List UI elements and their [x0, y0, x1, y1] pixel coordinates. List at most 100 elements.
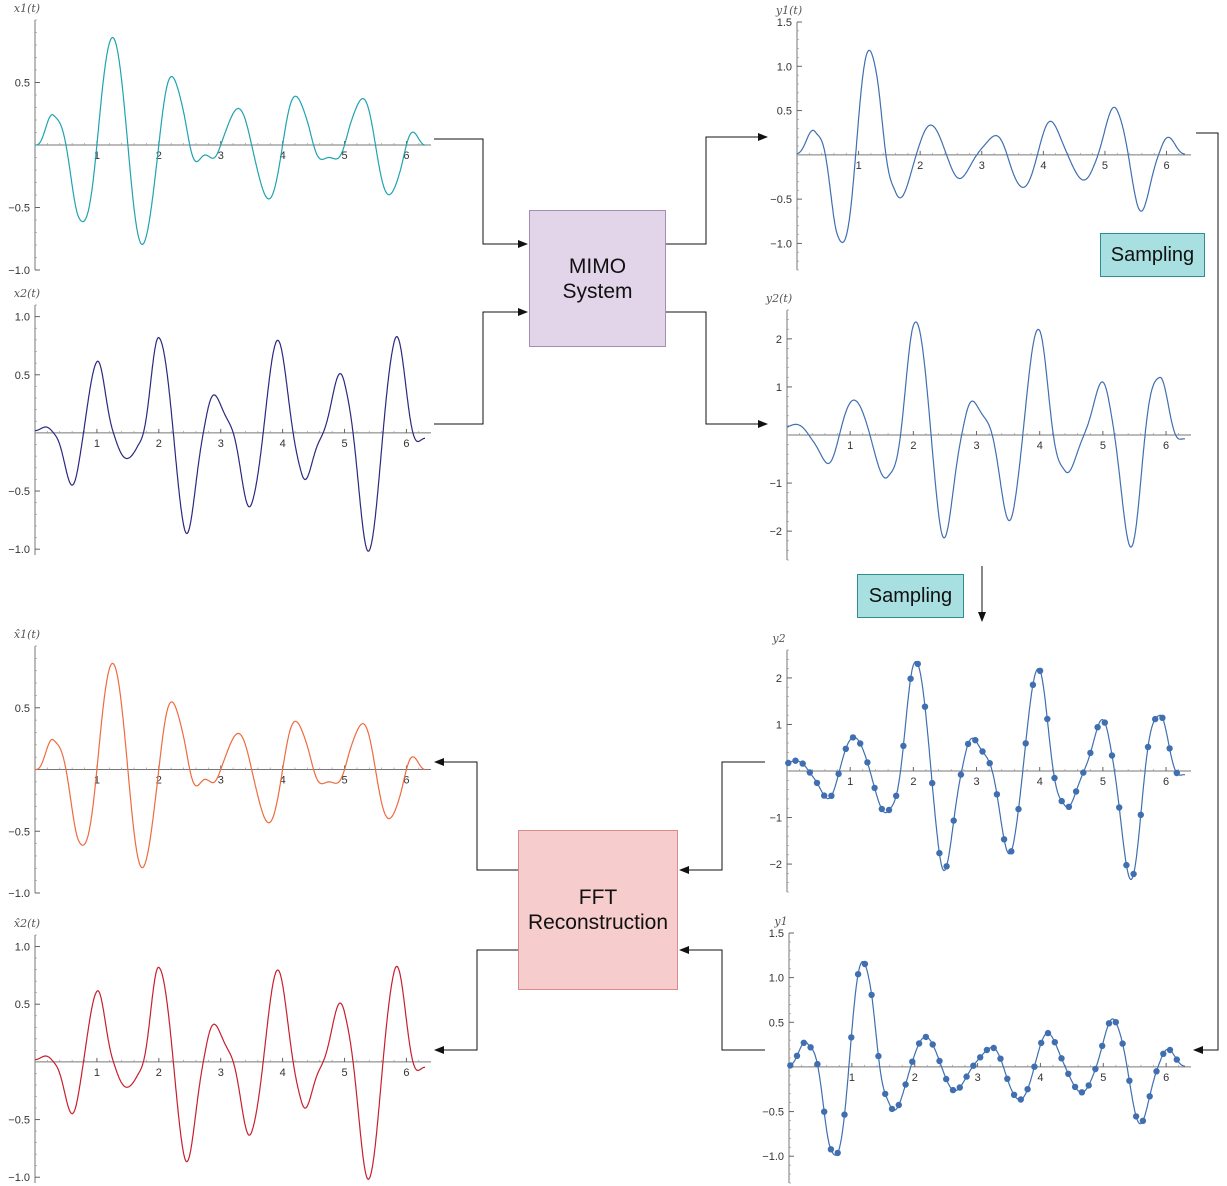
sample-point — [848, 1034, 855, 1041]
sample-point — [921, 703, 929, 710]
sample-point — [785, 759, 792, 767]
sample-point — [956, 1084, 963, 1091]
y-tick-label: 2 — [776, 673, 782, 685]
x-tick-label: 3 — [974, 776, 980, 788]
sample-point — [841, 1111, 848, 1118]
fft-reconstruction-block: FFT Reconstruction — [518, 830, 678, 990]
sample-point — [986, 760, 993, 767]
sample-point — [835, 770, 842, 778]
sample-point — [1058, 1055, 1065, 1062]
x-tick-label: 2 — [156, 1067, 162, 1079]
sample-point — [1152, 715, 1159, 723]
sample-point — [1080, 769, 1087, 776]
y-tick-label: 1.0 — [769, 973, 784, 985]
x-tick-label: 5 — [342, 775, 348, 787]
sample-point — [957, 771, 965, 778]
y-tick-label: 0.5 — [777, 106, 792, 118]
x-tick-label: 4 — [280, 775, 286, 787]
y-tick-label: 1 — [776, 382, 782, 394]
series-line-y2 — [786, 321, 1186, 548]
sample-point — [963, 1073, 970, 1080]
sample-point — [1166, 1046, 1174, 1054]
y-tick-label: −1 — [769, 478, 782, 490]
sampling-label-y1: Sampling — [1100, 233, 1205, 277]
sample-point — [813, 779, 821, 787]
sample-point — [871, 784, 878, 792]
series-line-xhat1 — [35, 662, 425, 869]
y-tick-label: −0.5 — [770, 194, 792, 206]
arrow-y2s-to-fft — [679, 761, 765, 874]
sample-point — [821, 792, 828, 799]
x-tick-label: 1 — [94, 775, 100, 787]
sample-point — [997, 1055, 1004, 1062]
sample-point — [1092, 1065, 1099, 1073]
mimo-label-line-1: MIMO — [568, 254, 627, 278]
sample-point — [950, 817, 957, 824]
x-tick-label: 5 — [1100, 776, 1106, 788]
y-axis-label: y1(t) — [775, 4, 802, 17]
sample-point — [800, 1039, 807, 1047]
x-tick-label: 1 — [94, 1067, 100, 1079]
sample-point — [1044, 1029, 1052, 1037]
sample-point — [1085, 1082, 1092, 1089]
x-tick-label: 4 — [1037, 1072, 1043, 1084]
y-axis-label: y2 — [771, 632, 785, 645]
sample-point — [1166, 745, 1173, 752]
mimo-label-line-2: System — [562, 279, 633, 303]
y-axis-label: x1(t) — [14, 2, 40, 15]
plot-xhat2: 1 2 3 4 5 6 1.0 0.5 −0.5 −1.0 x̂2(t) — [8, 917, 431, 1184]
sample-point — [949, 1086, 957, 1094]
arrow-mimo-to-y1 — [666, 133, 768, 245]
sample-point — [1008, 848, 1015, 855]
sample-point — [807, 1044, 814, 1051]
plot-y2s: 1 2 3 4 5 6 2 1 −1 −2 y2 — [769, 632, 1191, 893]
sample-point — [1058, 797, 1065, 805]
plot-x2: 1 2 3 4 5 6 1.0 0.5 −0.5 −1.0 x2(t) — [8, 287, 431, 556]
y-tick-label: 0.5 — [15, 370, 30, 382]
sample-point — [1024, 1086, 1031, 1093]
sample-point — [888, 1105, 896, 1113]
series-line-y1 — [796, 49, 1186, 243]
sample-point — [1160, 1050, 1167, 1058]
sample-point — [792, 757, 799, 764]
sample-point — [1119, 1040, 1126, 1047]
y-tick-label: −1.0 — [762, 1151, 784, 1163]
sample-point — [868, 991, 875, 999]
y-tick-label: 1.5 — [769, 928, 784, 940]
sample-point — [977, 1054, 984, 1061]
sample-point — [970, 1062, 977, 1069]
x-tick-label: 4 — [1037, 440, 1043, 452]
x-tick-label: 2 — [910, 776, 916, 788]
plot-y2: 1 2 3 4 5 6 2 1 −1 −2 y2(t) — [765, 292, 1191, 561]
y-tick-label: 0.5 — [769, 1017, 784, 1029]
series-line-x2 — [35, 335, 425, 552]
sample-point — [914, 660, 921, 668]
x-tick-label: 2 — [912, 1072, 918, 1084]
sample-point — [909, 1058, 916, 1065]
sample-point — [915, 1040, 923, 1047]
y-tick-label: −2 — [769, 526, 782, 538]
sample-point — [857, 740, 864, 747]
y-tick-label: 0.5 — [15, 78, 30, 90]
sample-point — [1159, 714, 1166, 721]
sample-point — [1031, 1063, 1038, 1070]
sample-point — [878, 805, 885, 813]
x-tick-label: 5 — [1100, 1072, 1106, 1084]
plot-xhat1: 1 2 3 4 5 6 0.5 −0.5 −1.0 x̂1(t) — [8, 628, 431, 900]
y-axis-label: x̂2(t) — [14, 917, 40, 930]
sample-point — [1099, 1042, 1106, 1050]
x-tick-label: 3 — [218, 1067, 224, 1079]
y-tick-label: 1.0 — [777, 61, 792, 73]
plot-y1: 1 2 3 4 5 6 1.5 1.0 0.5 −0.5 −1.0 y1(t) — [770, 4, 1191, 271]
x-tick-label: 5 — [1102, 160, 1108, 172]
sample-point — [922, 1033, 930, 1041]
sample-point — [1132, 1113, 1140, 1120]
sample-point — [929, 779, 936, 787]
sample-point — [936, 1057, 943, 1065]
x-tick-label: 1 — [849, 1072, 855, 1084]
series-line-x1 — [35, 36, 425, 245]
sample-point — [1087, 749, 1094, 757]
y-tick-label: −1.0 — [8, 544, 30, 556]
y-tick-label: −1.0 — [770, 238, 792, 250]
x-tick-label: 3 — [974, 440, 980, 452]
